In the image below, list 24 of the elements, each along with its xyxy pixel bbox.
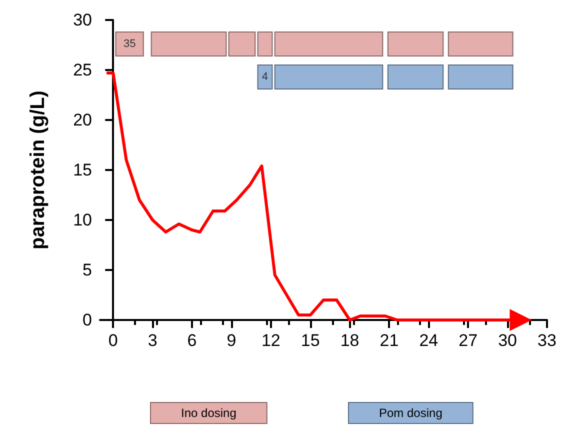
y-axis-title: paraprotein (g/L): [27, 90, 49, 250]
x-tick-label: 12: [261, 331, 280, 350]
band-label: 35: [123, 38, 136, 50]
x-tick-label: 33: [538, 331, 556, 350]
x-tick-label: 27: [458, 331, 478, 350]
text: Ino dosing: [181, 406, 236, 420]
x-tick-label: 15: [300, 331, 320, 350]
x-tick-label: 24: [419, 331, 438, 350]
x-tick-label: 0: [108, 331, 118, 350]
band-label: 4: [262, 71, 268, 83]
y-tick-label: 5: [82, 260, 92, 280]
y-tick-label: 0: [82, 310, 92, 330]
x-tick-label: 18: [340, 331, 360, 350]
y-tick-label: 20: [73, 110, 92, 130]
text: Pom dosing: [379, 406, 442, 420]
x-tick-label: 6: [187, 331, 197, 350]
y-tick-label: 10: [73, 210, 92, 230]
x-tick-label: 21: [380, 331, 399, 350]
x-tick-label: 30: [498, 331, 518, 350]
y-tick-label: 15: [73, 160, 92, 180]
y-tick-label: 30: [73, 10, 92, 30]
x-tick-label: 9: [226, 331, 236, 350]
y-tick-label: 25: [73, 60, 92, 80]
x-tick-label: 3: [148, 331, 158, 350]
